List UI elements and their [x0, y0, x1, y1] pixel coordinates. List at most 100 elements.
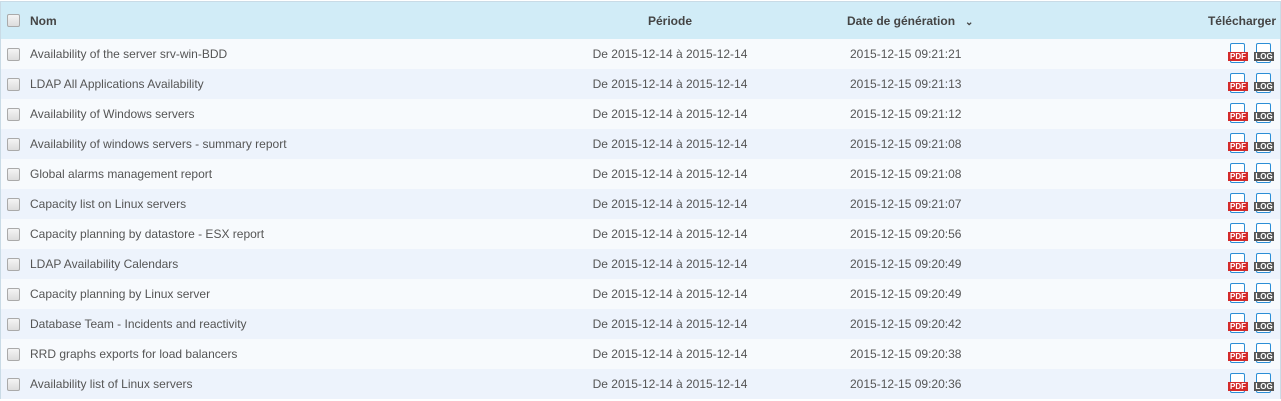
- report-name: RRD graphs exports for load balancers: [30, 347, 238, 361]
- pdf-label: PDF: [1228, 232, 1248, 241]
- row-checkbox[interactable]: [7, 257, 20, 271]
- column-name[interactable]: Nom: [30, 13, 57, 28]
- report-name: Availability of Windows servers: [30, 107, 195, 121]
- report-name: Availability list of Linux servers: [30, 377, 193, 391]
- pdf-label: PDF: [1228, 202, 1248, 211]
- log-label: LOG: [1254, 52, 1274, 61]
- pdf-download-icon[interactable]: PDF: [1228, 283, 1248, 305]
- log-download-icon[interactable]: LOG: [1254, 313, 1274, 335]
- report-name: Availability of the server srv-win-BDD: [30, 47, 228, 61]
- row-checkbox[interactable]: [7, 317, 20, 331]
- log-download-icon[interactable]: LOG: [1254, 223, 1274, 245]
- pdf-label: PDF: [1228, 262, 1248, 271]
- select-all-checkbox[interactable]: [7, 14, 20, 27]
- log-download-icon[interactable]: LOG: [1254, 163, 1274, 185]
- table-row: Availability of the server srv-win-BDD D…: [1, 39, 1280, 69]
- table-row: Global alarms management report De 2015-…: [1, 159, 1280, 189]
- log-label: LOG: [1254, 322, 1274, 331]
- download-cell: PDF LOG: [1030, 343, 1280, 365]
- pdf-download-icon[interactable]: PDF: [1228, 133, 1248, 155]
- table-row: Capacity list on Linux servers De 2015-1…: [1, 189, 1280, 219]
- download-cell: PDF LOG: [1030, 193, 1280, 215]
- row-checkbox[interactable]: [7, 167, 20, 181]
- row-checkbox[interactable]: [7, 107, 20, 121]
- report-period: De 2015-12-14 à 2015-12-14: [592, 257, 748, 271]
- report-date: 2015-12-15 09:21:08: [850, 167, 962, 181]
- pdf-download-icon[interactable]: PDF: [1228, 253, 1248, 275]
- report-date: 2015-12-15 09:21:07: [850, 197, 962, 211]
- log-label: LOG: [1254, 382, 1274, 391]
- report-period: De 2015-12-14 à 2015-12-14: [592, 167, 748, 181]
- report-name: Database Team - Incidents and reactivity: [30, 317, 247, 331]
- column-period[interactable]: Période: [647, 13, 692, 28]
- log-download-icon[interactable]: LOG: [1254, 43, 1274, 65]
- pdf-download-icon[interactable]: PDF: [1228, 223, 1248, 245]
- report-period: De 2015-12-14 à 2015-12-14: [592, 347, 748, 361]
- log-label: LOG: [1254, 292, 1274, 301]
- report-period: De 2015-12-14 à 2015-12-14: [592, 377, 748, 391]
- report-name: Capacity list on Linux servers: [30, 197, 187, 211]
- row-checkbox[interactable]: [7, 47, 20, 61]
- report-period: De 2015-12-14 à 2015-12-14: [592, 77, 748, 91]
- row-checkbox[interactable]: [7, 227, 20, 241]
- log-download-icon[interactable]: LOG: [1254, 373, 1274, 395]
- log-label: LOG: [1254, 172, 1274, 181]
- report-date: 2015-12-15 09:20:36: [850, 377, 962, 391]
- row-checkbox[interactable]: [7, 377, 20, 391]
- pdf-label: PDF: [1228, 82, 1248, 91]
- pdf-label: PDF: [1228, 112, 1248, 121]
- log-download-icon[interactable]: LOG: [1254, 343, 1274, 365]
- log-download-icon[interactable]: LOG: [1254, 103, 1274, 125]
- log-label: LOG: [1254, 202, 1274, 211]
- report-name: Capacity planning by Linux server: [30, 287, 211, 301]
- report-name: Capacity planning by datastore - ESX rep…: [30, 227, 265, 241]
- log-download-icon[interactable]: LOG: [1254, 283, 1274, 305]
- table-row: Capacity planning by Linux server De 201…: [1, 279, 1280, 309]
- log-download-icon[interactable]: LOG: [1254, 193, 1274, 215]
- table-row: Capacity planning by datastore - ESX rep…: [1, 219, 1280, 249]
- column-download: Télécharger: [1207, 13, 1276, 28]
- row-checkbox[interactable]: [7, 137, 20, 151]
- download-cell: PDF LOG: [1030, 283, 1280, 305]
- report-period: De 2015-12-14 à 2015-12-14: [592, 47, 748, 61]
- report-date: 2015-12-15 09:20:49: [850, 287, 962, 301]
- report-name: Global alarms management report: [30, 167, 213, 181]
- pdf-label: PDF: [1228, 352, 1248, 361]
- log-label: LOG: [1254, 262, 1274, 271]
- row-checkbox[interactable]: [7, 197, 20, 211]
- pdf-download-icon[interactable]: PDF: [1228, 163, 1248, 185]
- column-date-label: Date de génération: [847, 13, 956, 28]
- log-download-icon[interactable]: LOG: [1254, 253, 1274, 275]
- row-checkbox[interactable]: [7, 347, 20, 361]
- pdf-download-icon[interactable]: PDF: [1228, 43, 1248, 65]
- log-label: LOG: [1254, 112, 1274, 121]
- report-period: De 2015-12-14 à 2015-12-14: [592, 137, 748, 151]
- table-header: Nom Période Date de génération ⌄ Téléchar…: [1, 2, 1280, 39]
- pdf-download-icon[interactable]: PDF: [1228, 373, 1248, 395]
- log-label: LOG: [1254, 142, 1274, 151]
- log-label: LOG: [1254, 352, 1274, 361]
- log-download-icon[interactable]: LOG: [1254, 133, 1274, 155]
- table-row: Availability list of Linux servers De 20…: [1, 369, 1280, 399]
- pdf-download-icon[interactable]: PDF: [1228, 103, 1248, 125]
- pdf-download-icon[interactable]: PDF: [1228, 193, 1248, 215]
- pdf-download-icon[interactable]: PDF: [1228, 73, 1248, 95]
- row-checkbox[interactable]: [7, 77, 20, 91]
- report-date: 2015-12-15 09:21:12: [850, 107, 962, 121]
- report-name: Availability of windows servers - summar…: [30, 137, 287, 151]
- report-period: De 2015-12-14 à 2015-12-14: [592, 107, 748, 121]
- chevron-down-icon[interactable]: ⌄: [965, 16, 974, 28]
- report-date: 2015-12-15 09:20:56: [850, 227, 962, 241]
- pdf-label: PDF: [1228, 52, 1248, 61]
- pdf-download-icon[interactable]: PDF: [1228, 313, 1248, 335]
- download-cell: PDF LOG: [1030, 43, 1280, 65]
- table-row: LDAP All Applications Availability De 20…: [1, 69, 1280, 99]
- log-download-icon[interactable]: LOG: [1254, 73, 1274, 95]
- log-label: LOG: [1254, 82, 1274, 91]
- pdf-download-icon[interactable]: PDF: [1228, 343, 1248, 365]
- report-period: De 2015-12-14 à 2015-12-14: [592, 227, 748, 241]
- column-date[interactable]: Date de génération ⌄: [847, 14, 1027, 28]
- row-checkbox[interactable]: [7, 287, 20, 301]
- table-row: Availability of Windows servers De 2015-…: [1, 99, 1280, 129]
- report-date: 2015-12-15 09:20:49: [850, 257, 962, 271]
